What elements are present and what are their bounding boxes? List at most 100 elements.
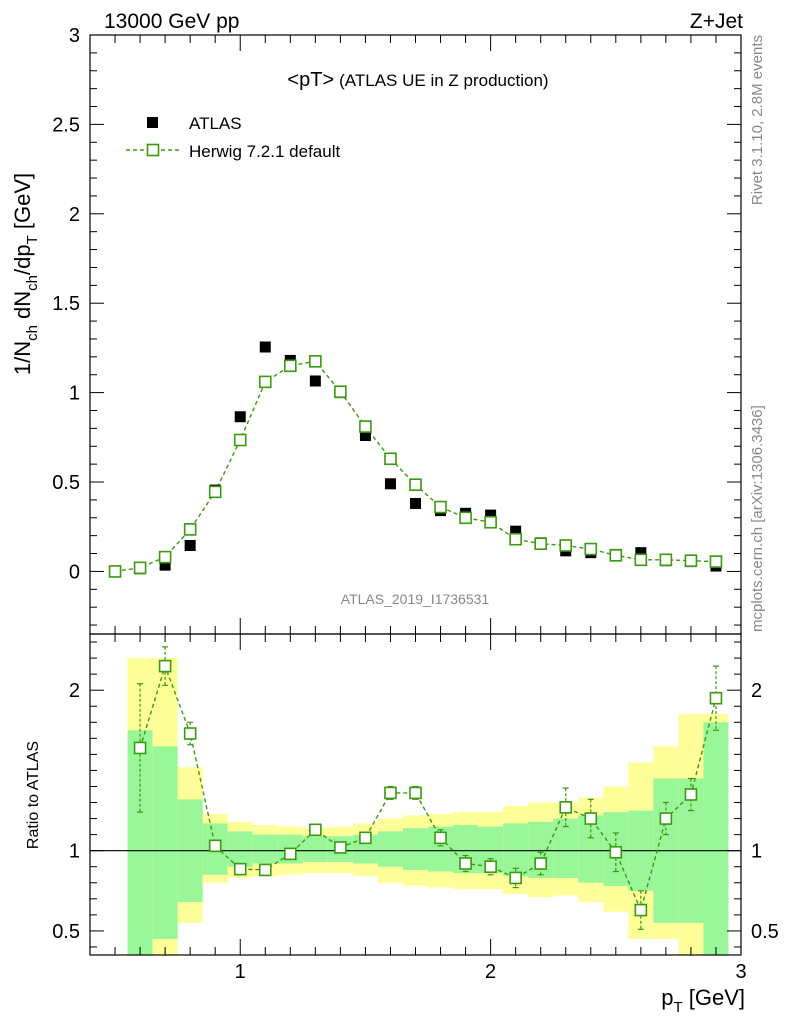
ylabel-e: /dp	[10, 244, 35, 275]
ratio-data-point	[384, 786, 397, 800]
xlabel-b: T	[673, 999, 682, 1016]
ratio-data-point	[409, 786, 422, 800]
herwig-data-point	[158, 550, 172, 564]
atlas-data-point	[184, 539, 196, 551]
legend-atlas-marker	[147, 117, 158, 128]
herwig-data-point	[659, 553, 673, 567]
main-y-tick-label: 2.5	[52, 114, 80, 136]
herwig-data-point	[183, 523, 197, 536]
header-right-label: Z+Jet	[690, 10, 743, 33]
band-inner-bin	[402, 828, 429, 870]
title-sub: (ATLAS UE in Z production)	[339, 71, 548, 90]
main-y-tick-label: 3	[69, 25, 80, 47]
ratio-data-point	[158, 659, 172, 673]
band-inner-bin	[553, 818, 579, 878]
ratio-x-tick-label: 3	[735, 961, 746, 983]
ratio-y-tick-label-left: 0.5	[52, 921, 80, 943]
ylabel-f: T	[24, 235, 41, 244]
main-y-tick-label: 0	[69, 561, 80, 583]
ratio-data-point	[559, 801, 573, 814]
legend-herwig-marker	[146, 143, 160, 157]
xlabel-a: p	[661, 985, 673, 1010]
ratio-data-point	[484, 860, 497, 874]
ratio-data-point	[659, 812, 673, 825]
ylabel-b: ch	[24, 325, 41, 341]
band-inner-bin	[152, 746, 178, 939]
ratio-data-point	[534, 857, 547, 870]
atlas-data-point	[410, 497, 421, 509]
atlas-data-point	[159, 559, 171, 571]
ratio-data-point	[709, 691, 723, 705]
herwig-data-point	[309, 355, 322, 368]
band-inner-bin	[377, 831, 403, 867]
ratio-data-point	[584, 812, 598, 825]
ratio-data-point	[684, 788, 698, 801]
herwig-data-point	[258, 375, 272, 389]
legend: ATLAS Herwig 7.2.1 default	[126, 114, 340, 161]
herwig-data-point	[709, 555, 723, 568]
atlas-data-point	[259, 341, 271, 353]
atlas-data-point	[384, 478, 396, 490]
ratio-y-tick-label-right: 2	[751, 680, 762, 702]
herwig-data-point	[133, 561, 147, 575]
ratio-data-point	[334, 841, 347, 854]
ratio-data-point	[509, 871, 522, 885]
herwig-data-point	[584, 542, 598, 556]
herwig-data-point	[434, 500, 447, 514]
ratio-panel-marks	[90, 646, 741, 930]
ylabel-d: ch	[24, 275, 41, 291]
herwig-data-point	[509, 532, 522, 546]
main-y-tick-label: 0.5	[52, 472, 80, 494]
main-title: <pT> (ATLAS UE in Z production)	[287, 69, 548, 91]
ratio-data-point	[133, 741, 147, 755]
herwig-data-point	[108, 565, 122, 578]
ratio-data-point	[258, 863, 272, 877]
herwig-data-point	[534, 537, 547, 551]
ratio-data-point	[459, 857, 472, 870]
rivet-version-label: Rivet 3.1.10, 2.8M events	[749, 35, 766, 205]
herwig-data-point	[634, 553, 648, 567]
ratio-x-tick-label: 1	[235, 961, 246, 983]
atlas-data-point	[234, 411, 246, 423]
main-y-axis-label: 1/Nch dNch/dpT [GeV]	[10, 173, 41, 375]
atlas-data-point	[309, 375, 321, 387]
atlas-data-point	[359, 430, 371, 442]
atlas-data-point	[510, 525, 522, 537]
atlas-data-point	[635, 547, 647, 559]
main-y-tick-label: 1	[69, 383, 80, 405]
ratio-data-point	[233, 862, 247, 876]
ratio-data-point	[309, 823, 322, 837]
legend-herwig-label: Herwig 7.2.1 default	[189, 142, 340, 161]
ylabel-c: dN	[10, 291, 35, 325]
ylabel-a: 1/N	[10, 341, 35, 375]
legend-atlas-label: ATLAS	[189, 114, 242, 133]
ratio-data-point	[208, 839, 222, 853]
main-panel-marks	[108, 341, 723, 578]
xlabel-c: [GeV]	[683, 985, 745, 1010]
ratio-data-point	[609, 845, 623, 859]
ratio-y-tick-label-left: 2	[69, 680, 80, 702]
ratio-data-point	[359, 831, 372, 845]
herwig-data-point	[559, 539, 573, 552]
herwig-series-line	[114, 360, 717, 573]
herwig-data-point	[459, 511, 472, 525]
x-axis-label: pT [GeV]	[661, 985, 745, 1016]
ratio-y-tick-label-left: 1	[69, 841, 80, 863]
ratio-data-point	[434, 831, 447, 845]
ratio-data-point	[634, 903, 648, 917]
ratio-y-tick-label-right: 1	[751, 841, 762, 863]
herwig-data-point	[484, 515, 497, 529]
ratio-y-tick-label-right: 0.5	[751, 921, 779, 943]
herwig-data-point	[334, 385, 347, 399]
herwig-data-point	[409, 478, 422, 491]
atlas-data-point	[485, 509, 497, 521]
band-inner-bin	[127, 730, 153, 955]
band-inner-bin	[703, 722, 729, 955]
herwig-data-point	[284, 359, 297, 373]
herwig-data-point	[684, 554, 698, 567]
title-main: <pT>	[287, 69, 334, 91]
ratio-x-tick-label: 2	[485, 961, 496, 983]
header-left-label: 13000 GeV pp	[104, 10, 239, 33]
herwig-data-point	[609, 549, 623, 562]
